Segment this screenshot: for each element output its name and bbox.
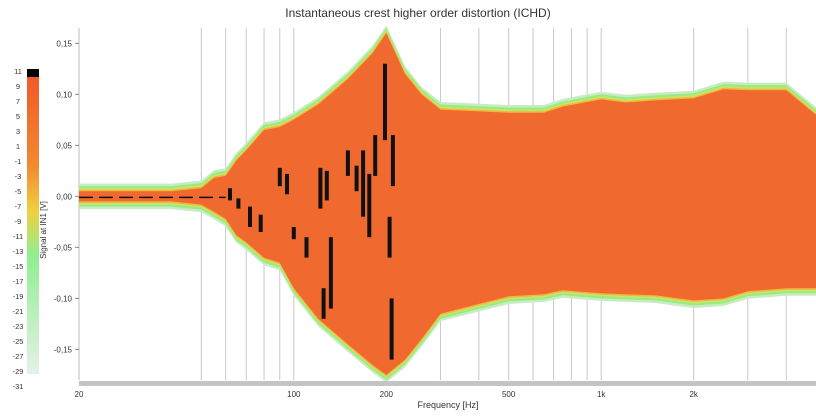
x-tick-label: 1k	[597, 390, 606, 399]
colorbar-label: -1	[15, 157, 22, 166]
colorbar: 11 9 7 5 3 1 -1 -3 -5 -7 -9 -11 -13 -15 -17 -19 -21 -23 -2…	[13, 67, 39, 391]
hot-spot-streak	[383, 63, 387, 141]
colorbar-label: 7	[16, 97, 20, 106]
y-tick-label: 0,00	[56, 192, 72, 201]
colorbar-label: -21	[13, 307, 24, 316]
colorbar-labels: 11 9 7 5 3 1 -1 -3 -5 -7 -9 -11 -13 -15 -17 -19 -21 -23 -2…	[13, 67, 24, 391]
y-axis-label: Signal at IN1 [V]	[39, 201, 48, 259]
x-axis-label: Frequency [Hz]	[417, 400, 478, 410]
colorbar-label: -9	[15, 217, 22, 226]
colorbar-label: 9	[16, 82, 20, 91]
colorbar-label: -29	[13, 367, 24, 376]
y-tick-label: -0,05	[54, 243, 73, 252]
hot-spot-streak	[228, 188, 232, 201]
y-tick-label: 0,15	[56, 39, 72, 48]
hot-spot-streak	[236, 198, 241, 209]
colorbar-label: -31	[13, 382, 24, 391]
colorbar-label: -11	[13, 232, 23, 241]
x-tick-label: 2k	[689, 390, 698, 399]
colorbar-label: -13	[13, 247, 24, 256]
hot-spot-streak	[387, 216, 392, 258]
hot-spot-streak	[354, 165, 359, 192]
hot-spot-streak	[324, 170, 329, 201]
colorbar-label: -7	[15, 202, 22, 211]
hot-spot-streak	[361, 150, 366, 217]
colorbar-label: -27	[13, 352, 24, 361]
band-core	[79, 33, 816, 375]
colorbar-label: -5	[15, 187, 22, 196]
hot-spot-streak	[389, 298, 394, 360]
hot-spot-streak	[248, 206, 252, 227]
hot-spot-streak	[390, 135, 395, 187]
y-tick-label: 0,10	[56, 90, 72, 99]
x-axis-scrollbar[interactable]	[79, 381, 816, 386]
x-tick-label: 20	[75, 390, 84, 399]
colorbar-label: 11	[14, 67, 22, 76]
chart-title: Instantaneous crest higher order distort…	[285, 6, 550, 20]
y-tick-label: -0,15	[54, 345, 73, 354]
hot-spot-streak	[367, 173, 372, 238]
hot-spot-streak	[373, 135, 378, 176]
colorbar-label: -3	[15, 172, 22, 181]
colorbar-label: 3	[16, 127, 20, 136]
hot-spot-streak	[304, 237, 309, 258]
colorbar-max-cell	[27, 69, 39, 77]
colorbar-gradient	[27, 77, 39, 374]
hot-spot-streak	[328, 237, 333, 309]
colorbar-label: 5	[16, 112, 20, 121]
y-tick-label: -0,10	[54, 294, 73, 303]
x-tick-label: 200	[380, 390, 394, 399]
x-tick-label: 500	[502, 390, 516, 399]
x-axis-ticks: 20 100 200 500 1k 2k	[75, 390, 699, 399]
hot-spot-streak	[321, 288, 326, 319]
colorbar-label: -15	[13, 262, 24, 271]
hot-spot-streak	[277, 167, 282, 187]
hot-spot-streak	[345, 150, 350, 176]
hot-spot-streak	[285, 173, 289, 195]
hot-spot-streak	[318, 167, 323, 209]
hot-spot-streak	[291, 227, 296, 240]
y-axis-ticks: 0,15 0,10 0,05 0,00 -0,05 -0,10 -0,15	[54, 39, 79, 354]
colorbar-label: -23	[13, 322, 24, 331]
y-tick-label: 0,05	[56, 141, 72, 150]
colorbar-label: -25	[13, 337, 24, 346]
plot-area	[79, 25, 816, 383]
hot-spot-streak	[258, 214, 263, 232]
colorbar-label: -19	[13, 292, 24, 301]
colorbar-label: -17	[13, 277, 24, 286]
x-tick-label: 100	[287, 390, 301, 399]
colorbar-label: 1	[16, 142, 20, 151]
